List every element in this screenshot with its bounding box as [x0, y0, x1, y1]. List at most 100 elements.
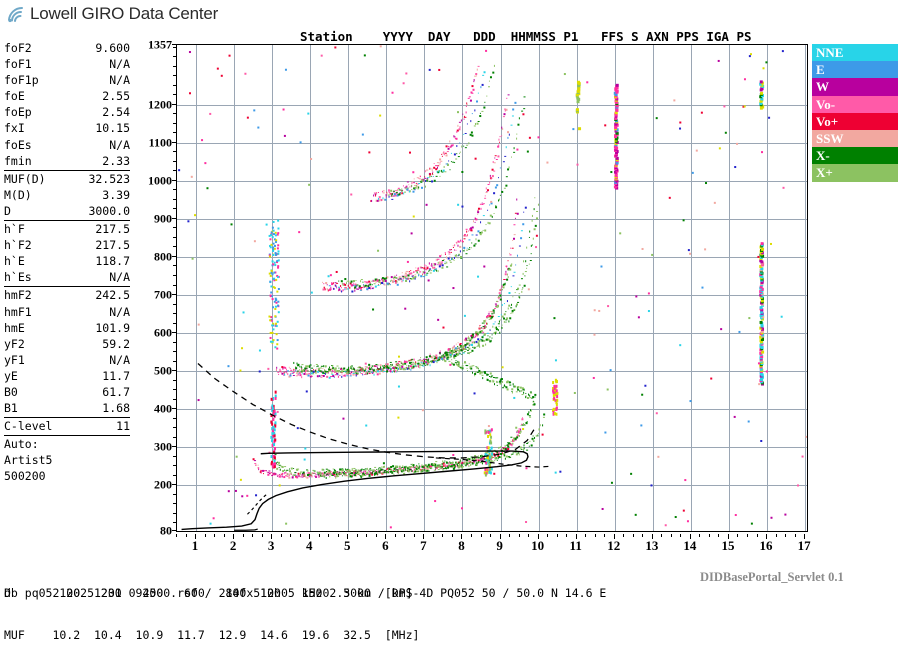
y-minor-tick	[173, 465, 176, 467]
legend-item-nne[interactable]: NNE	[812, 44, 898, 62]
y-axis: 80 200 300 400 500 600 700 800 900 1000 1100 1200 13…	[128, 38, 172, 538]
y-minor-tick	[173, 379, 176, 381]
param-key: yF1	[4, 352, 25, 367]
param-value: 101.9	[95, 320, 130, 335]
x-minor-tick	[652, 534, 653, 537]
y-tick-label-700: 700	[154, 287, 172, 302]
x-minor-tick	[224, 534, 225, 537]
x-minor-tick	[186, 534, 187, 537]
param-key: MUF(D)	[4, 171, 46, 186]
param-value: 11.7	[102, 368, 130, 383]
param-row-b0: B0 61.7	[4, 384, 130, 400]
param-key: C-level	[4, 419, 53, 434]
y-minor-tick	[173, 360, 176, 362]
x-minor-tick	[661, 534, 662, 537]
param-key: foE	[4, 89, 25, 104]
x-minor-tick	[319, 534, 320, 537]
y-minor-tick	[173, 503, 176, 505]
x-minor-tick	[766, 534, 767, 537]
x-minor-tick	[376, 534, 377, 537]
y-minor-tick	[173, 75, 176, 77]
x-minor-tick	[490, 534, 491, 537]
x-minor-tick	[205, 534, 206, 537]
param-row-hf: h`F 217.5	[4, 221, 130, 237]
x-minor-tick	[442, 534, 443, 537]
param-value: N/A	[109, 73, 130, 88]
y-minor-tick	[173, 275, 176, 276]
param-row-yf2: yF2 59.2	[4, 336, 130, 352]
x-minor-tick	[728, 534, 729, 537]
x-tick-label-6: 6	[382, 538, 389, 553]
x-minor-tick	[690, 534, 691, 537]
file-info-line: db pq052 20251231 092500.rsf / 214fx512h…	[4, 586, 607, 600]
y-tick-mark	[172, 141, 176, 143]
x-minor-tick	[585, 534, 586, 537]
y-minor-tick	[173, 522, 176, 524]
param-row-fof2: foF2 9.600	[4, 40, 130, 56]
x-minor-tick	[404, 534, 405, 537]
y-minor-tick	[173, 455, 176, 457]
param-key: h`F2	[4, 238, 32, 253]
x-minor-tick	[500, 534, 501, 537]
param-value: 11	[116, 419, 130, 434]
y-minor-tick	[173, 170, 176, 172]
x-minor-tick	[290, 534, 291, 537]
x-tick-label-16: 16	[759, 538, 773, 553]
x-minor-tick	[757, 534, 758, 537]
param-row-hes: h`Es N/A	[4, 269, 130, 285]
auto-line-2: 500200	[4, 469, 46, 484]
param-key: foEs	[4, 137, 32, 152]
legend-item-e[interactable]: E	[812, 61, 898, 79]
x-tick-label-12: 12	[607, 538, 621, 553]
y-minor-tick	[173, 493, 176, 495]
param-key: yE	[4, 368, 18, 383]
x-minor-tick	[509, 534, 510, 537]
y-minor-tick	[173, 236, 176, 238]
param-value: N/A	[109, 352, 130, 367]
y-minor-tick	[173, 341, 176, 343]
x-tick-label-2: 2	[229, 538, 237, 553]
y-minor-tick	[173, 284, 176, 286]
legend-item-ssw[interactable]: SSW	[812, 129, 898, 148]
param-value: 2.54	[102, 105, 130, 120]
y-tick-mark	[172, 255, 176, 257]
ionogram-plot[interactable]	[176, 44, 808, 532]
y-minor-tick	[173, 198, 176, 200]
x-minor-tick	[633, 534, 634, 537]
legend-item-label: X-	[816, 148, 830, 164]
legend-item-vo[interactable]: Vo+	[812, 112, 898, 130]
y-tick-mark	[172, 332, 176, 334]
param-row-foep: foEp 2.54	[4, 104, 130, 120]
legend-item-w[interactable]: W	[812, 78, 898, 96]
x-minor-tick	[271, 534, 272, 537]
y-minor-tick	[173, 398, 176, 400]
x-tick-label-1: 1	[191, 538, 199, 553]
x-minor-tick	[519, 534, 520, 537]
legend-item-vo[interactable]: Vo-	[812, 95, 898, 113]
brand-header: Lowell GIRO Data Center	[6, 4, 218, 24]
legend-item-x[interactable]: X+	[812, 164, 898, 182]
x-tick-label-9: 9	[496, 538, 503, 553]
param-value: 242.5	[95, 288, 130, 303]
y-tick-label-1100: 1100	[148, 135, 172, 150]
legend-item-x[interactable]: X-	[812, 147, 898, 165]
param-value: 32.523	[88, 171, 130, 186]
y-tick-label-1200: 1200	[148, 97, 172, 112]
x-minor-tick	[747, 534, 748, 537]
plot-gridlines	[177, 45, 807, 531]
x-minor-tick	[176, 534, 177, 537]
x-minor-tick	[528, 534, 529, 537]
param-group-0: foF2 9.600 foF1 N/A foF1p N/A foE 2.55 foEp 2.54 f…	[4, 40, 130, 171]
x-minor-tick	[623, 534, 624, 537]
param-value: N/A	[109, 57, 130, 72]
x-minor-tick	[642, 534, 643, 537]
param-value: N/A	[109, 270, 130, 285]
y-tick-label-900: 900	[154, 211, 172, 226]
y-minor-tick	[173, 151, 176, 153]
param-key: foF1p	[4, 73, 39, 88]
param-row-foe: foE 2.55	[4, 88, 130, 104]
param-key: yF2	[4, 336, 25, 351]
x-minor-tick	[718, 534, 719, 537]
param-value: 3.39	[102, 187, 130, 202]
param-row-d: D 3000.0	[4, 203, 130, 219]
